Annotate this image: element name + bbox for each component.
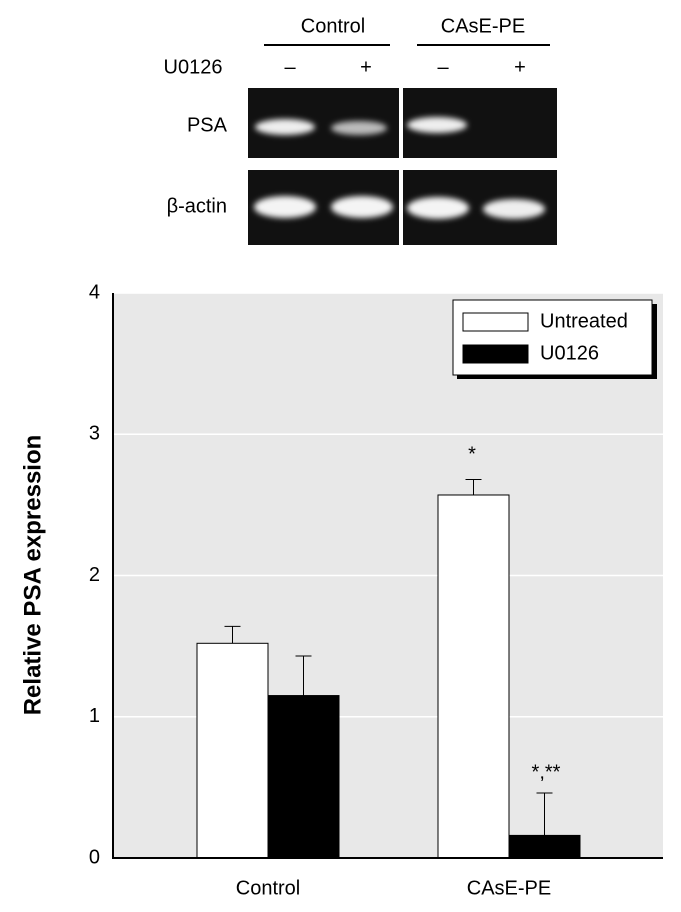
lane-label: – [284,56,296,78]
error-bar [465,478,482,495]
y-axis-title: Relative PSA expression [19,435,46,716]
lane-label: + [514,56,526,78]
lane-label: + [360,56,372,78]
group-label: Control [301,15,365,37]
row-label: β-actin [167,195,227,217]
row-label: PSA [187,114,228,136]
legend-swatch [462,312,529,332]
legend-label: U0126 [540,342,599,364]
y-tick-label: 2 [89,564,100,586]
annotation: * [468,443,476,465]
bar [196,642,269,859]
group-label: CAsE-PE [441,15,525,37]
error-bar [224,625,241,644]
legend-label: Untreated [540,310,628,332]
bar [508,834,581,859]
y-tick-label: 1 [89,705,100,727]
error-bar [295,655,312,696]
y-tick-label: 4 [89,281,100,303]
gel [248,88,557,245]
x-tick-label: Control [236,877,300,899]
error-bar [536,792,553,836]
bar [267,695,340,859]
legend-swatch [462,344,529,364]
bar [437,494,510,859]
x-tick-label: CAsE-PE [467,877,551,899]
lane-label: – [437,56,449,78]
y-tick-label: 3 [89,423,100,445]
annotation: *,** [532,761,561,783]
treatment-label: U0126 [164,56,223,78]
legend: Untreated U0126 [452,299,657,379]
y-tick-label: 0 [89,846,100,868]
